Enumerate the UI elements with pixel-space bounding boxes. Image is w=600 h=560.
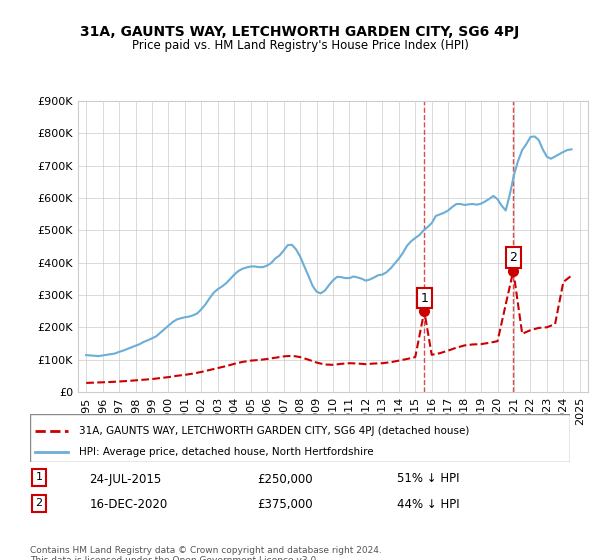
Text: HPI: Average price, detached house, North Hertfordshire: HPI: Average price, detached house, Nort… xyxy=(79,447,373,458)
Text: 2: 2 xyxy=(509,251,517,264)
Text: 1: 1 xyxy=(421,292,428,305)
Text: Contains HM Land Registry data © Crown copyright and database right 2024.
This d: Contains HM Land Registry data © Crown c… xyxy=(30,546,382,560)
Text: 31A, GAUNTS WAY, LETCHWORTH GARDEN CITY, SG6 4PJ: 31A, GAUNTS WAY, LETCHWORTH GARDEN CITY,… xyxy=(80,25,520,39)
FancyBboxPatch shape xyxy=(30,414,570,462)
Text: 44% ↓ HPI: 44% ↓ HPI xyxy=(397,498,460,511)
Text: 1: 1 xyxy=(35,473,43,483)
Text: 16-DEC-2020: 16-DEC-2020 xyxy=(89,498,167,511)
Text: £250,000: £250,000 xyxy=(257,473,313,486)
Text: 51% ↓ HPI: 51% ↓ HPI xyxy=(397,473,460,486)
Text: Price paid vs. HM Land Registry's House Price Index (HPI): Price paid vs. HM Land Registry's House … xyxy=(131,39,469,52)
Text: 2: 2 xyxy=(35,498,43,508)
Text: £375,000: £375,000 xyxy=(257,498,313,511)
Text: 24-JUL-2015: 24-JUL-2015 xyxy=(89,473,161,486)
Text: 31A, GAUNTS WAY, LETCHWORTH GARDEN CITY, SG6 4PJ (detached house): 31A, GAUNTS WAY, LETCHWORTH GARDEN CITY,… xyxy=(79,426,469,436)
